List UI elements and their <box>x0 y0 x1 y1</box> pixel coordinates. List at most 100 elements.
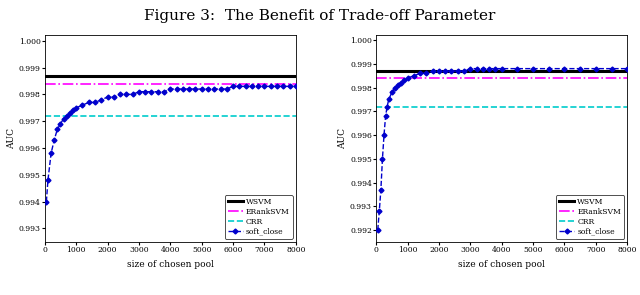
soft_close <box>242 85 250 88</box>
soft_close <box>104 95 111 99</box>
soft_close <box>380 133 388 137</box>
Line: soft_close: soft_close <box>45 85 298 204</box>
Y-axis label: AUC: AUC <box>7 128 16 149</box>
soft_close <box>116 93 124 96</box>
soft_close <box>191 87 199 91</box>
soft_close <box>561 67 568 71</box>
soft_close <box>410 74 418 78</box>
soft_close <box>454 69 461 73</box>
soft_close <box>592 67 600 71</box>
soft_close <box>267 85 275 88</box>
soft_close <box>154 90 162 94</box>
soft_close <box>422 72 430 75</box>
Y-axis label: AUC: AUC <box>338 128 348 149</box>
soft_close <box>110 95 118 99</box>
soft_close <box>198 87 205 91</box>
soft_close <box>513 67 521 71</box>
soft_close <box>186 87 193 91</box>
Legend: WSVM, ERankSVM, CRR, soft_close: WSVM, ERankSVM, CRR, soft_close <box>225 195 292 239</box>
WSVM <box>372 69 380 73</box>
soft_close <box>254 85 262 88</box>
soft_close <box>248 85 256 88</box>
soft_close <box>141 90 149 94</box>
soft_close <box>160 90 168 94</box>
soft_close <box>173 87 180 91</box>
soft_close <box>166 87 174 91</box>
soft_close <box>394 83 402 87</box>
soft_close <box>79 103 86 107</box>
CRR <box>41 114 49 118</box>
soft_close <box>498 67 506 71</box>
Legend: WSVM, ERankSVM, CRR, soft_close: WSVM, ERankSVM, CRR, soft_close <box>556 195 624 239</box>
WSVM <box>41 74 49 77</box>
soft_close <box>63 114 70 118</box>
soft_close <box>135 90 143 94</box>
CRR <box>372 105 380 108</box>
soft_close <box>179 87 187 91</box>
soft_close <box>42 200 50 204</box>
soft_close <box>485 67 493 71</box>
soft_close <box>69 109 77 112</box>
soft_close <box>385 98 392 101</box>
soft_close <box>229 85 237 88</box>
soft_close <box>607 67 615 71</box>
WSVM <box>372 69 380 73</box>
soft_close <box>376 209 383 213</box>
soft_close <box>217 87 225 91</box>
soft_close <box>377 188 385 191</box>
soft_close <box>260 85 268 88</box>
soft_close <box>467 67 474 71</box>
soft_close <box>47 152 55 155</box>
soft_close <box>236 85 243 88</box>
soft_close <box>435 69 443 73</box>
ERankSVM <box>41 82 49 86</box>
CRR <box>41 114 49 118</box>
soft_close <box>148 90 156 94</box>
soft_close <box>211 87 218 91</box>
Line: soft_close: soft_close <box>376 67 629 232</box>
soft_close <box>292 85 300 88</box>
soft_close <box>44 178 52 182</box>
soft_close <box>51 138 58 142</box>
ERankSVM <box>372 76 380 80</box>
soft_close <box>381 114 389 118</box>
soft_close <box>57 122 65 126</box>
soft_close <box>122 93 130 96</box>
soft_close <box>442 69 449 73</box>
soft_close <box>72 106 80 109</box>
X-axis label: size of chosen pool: size of chosen pool <box>127 260 214 269</box>
soft_close <box>391 86 399 89</box>
Text: Figure 3:  The Benefit of Trade-off Parameter: Figure 3: The Benefit of Trade-off Param… <box>144 9 496 23</box>
soft_close <box>623 67 631 71</box>
soft_close <box>429 69 436 73</box>
soft_close <box>223 87 230 91</box>
X-axis label: size of chosen pool: size of chosen pool <box>458 260 545 269</box>
soft_close <box>273 85 281 88</box>
soft_close <box>280 85 287 88</box>
soft_close <box>397 81 405 85</box>
soft_close <box>54 127 61 131</box>
WSVM <box>41 74 49 77</box>
soft_close <box>460 69 468 73</box>
soft_close <box>492 67 499 71</box>
soft_close <box>447 69 455 73</box>
soft_close <box>473 67 481 71</box>
soft_close <box>97 98 105 101</box>
soft_close <box>66 112 74 115</box>
soft_close <box>401 79 408 82</box>
soft_close <box>204 87 212 91</box>
soft_close <box>529 67 537 71</box>
soft_close <box>129 93 136 96</box>
soft_close <box>576 67 584 71</box>
ERankSVM <box>41 82 49 86</box>
soft_close <box>379 157 387 160</box>
soft_close <box>404 76 412 80</box>
soft_close <box>374 228 381 232</box>
soft_close <box>479 67 486 71</box>
soft_close <box>85 101 93 104</box>
soft_close <box>285 85 293 88</box>
soft_close <box>60 117 67 120</box>
soft_close <box>383 105 391 108</box>
ERankSVM <box>372 76 380 80</box>
soft_close <box>91 101 99 104</box>
